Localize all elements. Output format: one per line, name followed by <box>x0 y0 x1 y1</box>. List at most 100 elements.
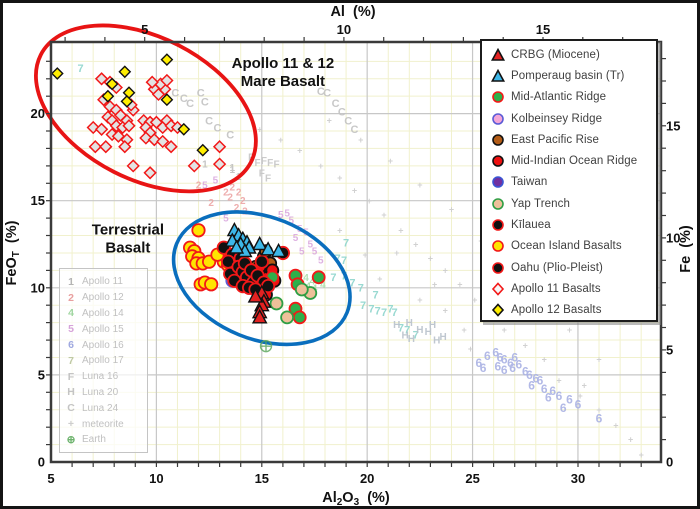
svg-text:+: + <box>523 340 528 350</box>
svg-text:5: 5 <box>141 22 148 37</box>
svg-text:C: C <box>197 88 205 100</box>
legend-label: Pomperaug basin (Tr) <box>511 69 625 82</box>
svg-text:+: + <box>352 185 357 195</box>
series-mid-atlantic-ridge <box>265 268 326 325</box>
svg-text:+: + <box>457 280 462 290</box>
svg-text:7: 7 <box>330 272 336 284</box>
svg-text:1: 1 <box>230 165 236 176</box>
legend-swatch-circle <box>492 155 504 167</box>
svg-text:+: + <box>596 354 601 364</box>
svg-text:+: + <box>358 135 363 145</box>
svg-text:2: 2 <box>234 203 240 214</box>
main-legend: CRBG (Miocene) Pomperaug basin (Tr) Mid-At… <box>480 39 658 322</box>
legend-item: Taiwan <box>482 172 656 193</box>
svg-text:+: + <box>417 295 422 305</box>
svg-text:2: 2 <box>196 181 202 192</box>
legend-swatch-triangle <box>491 47 506 61</box>
svg-text:7: 7 <box>375 305 381 317</box>
svg-text:7: 7 <box>368 304 374 316</box>
svg-text:+: + <box>449 205 454 215</box>
svg-text:2: 2 <box>227 193 233 204</box>
mission-symbol: ⊕ <box>66 433 76 446</box>
mission-symbol: 7 <box>68 354 74 367</box>
legend-swatch-circle <box>492 112 504 125</box>
top-axis-title: Al (%) <box>330 4 375 20</box>
legend-item: East Pacific Rise <box>482 129 656 150</box>
mission-label: Luna 16 <box>82 371 119 383</box>
right-axis-title: Fe (%) <box>678 225 694 273</box>
svg-text:6: 6 <box>541 382 548 396</box>
svg-text:7: 7 <box>349 277 355 289</box>
left-axis-title: FeOT (%) <box>4 220 22 285</box>
svg-text:6: 6 <box>511 351 518 365</box>
svg-text:20: 20 <box>360 471 374 486</box>
svg-text:5: 5 <box>293 233 299 244</box>
svg-text:+: + <box>388 156 393 166</box>
svg-text:7: 7 <box>387 304 393 316</box>
annotation: Apollo 11 & 12 Mare Basalt <box>232 55 335 90</box>
mission-legend-item: 1 Apollo 11 <box>60 274 147 290</box>
earth-symbol <box>259 339 273 353</box>
terrestrial-basalt-ellipse <box>171 210 352 347</box>
mission-legend-item: ⊕ Earth <box>60 432 147 448</box>
svg-text:6: 6 <box>497 351 504 365</box>
mare-basalt-ellipse <box>34 23 258 194</box>
mission-label: Apollo 11 <box>82 276 123 288</box>
svg-text:+: + <box>413 239 418 249</box>
mission-legend-item: 5 Apollo 15 <box>60 321 147 337</box>
legend-label: East Pacific Rise <box>511 133 599 146</box>
svg-text:F: F <box>265 174 271 185</box>
mission-legend-item: + meteorite <box>60 416 147 432</box>
svg-text:7: 7 <box>404 325 410 337</box>
svg-text:2: 2 <box>223 188 229 199</box>
svg-text:5: 5 <box>308 240 314 251</box>
svg-text:C: C <box>226 129 234 141</box>
svg-text:C: C <box>351 124 359 136</box>
svg-text:C: C <box>332 98 340 110</box>
legend-swatch-diamond <box>491 303 505 317</box>
svg-text:+: + <box>318 161 323 171</box>
svg-text:7: 7 <box>341 255 347 267</box>
svg-text:20: 20 <box>31 106 45 121</box>
legend-swatch-circle <box>492 261 504 274</box>
legend-item: Pomperaug basin (Tr) <box>482 65 656 86</box>
svg-text:15: 15 <box>536 22 550 37</box>
svg-text:2: 2 <box>230 182 236 193</box>
svg-text:F: F <box>255 158 261 169</box>
legend-swatch-circle <box>492 91 504 104</box>
svg-text:F: F <box>259 168 265 179</box>
svg-text:+: + <box>468 344 473 354</box>
svg-text:5: 5 <box>666 342 673 357</box>
svg-text:+: + <box>639 450 644 460</box>
svg-text:+: + <box>257 124 262 134</box>
legend-item: Kolbeinsey Ridge <box>482 108 656 129</box>
svg-text:0: 0 <box>38 455 45 470</box>
mission-legend-item: 4 Apollo 14 <box>60 306 147 322</box>
svg-text:7: 7 <box>373 290 379 302</box>
legend-swatch-circle <box>492 219 504 231</box>
legend-label: Kolbeinsey Ridge <box>511 112 603 125</box>
series-apollo-11-basalts <box>86 72 227 180</box>
legend-label: Mid-Atlantic Ridge <box>511 91 607 104</box>
legend-swatch-circle <box>492 134 504 146</box>
legend-item: Mid-Indian Ocean Ridge <box>482 150 656 171</box>
svg-text:+: + <box>461 325 466 335</box>
svg-text:6: 6 <box>560 401 567 415</box>
svg-text:6: 6 <box>526 368 533 382</box>
mission-label: Apollo 14 <box>82 307 124 319</box>
svg-text:+: + <box>432 280 437 290</box>
legend-label: Yap Trench <box>511 197 570 210</box>
mission-label: Apollo 12 <box>82 292 124 304</box>
svg-text:+: + <box>443 306 448 316</box>
svg-text:4: 4 <box>310 276 316 287</box>
mission-symbol: H <box>67 386 75 399</box>
svg-text:6: 6 <box>492 346 499 360</box>
svg-text:15: 15 <box>666 118 680 133</box>
svg-text:6: 6 <box>596 412 603 426</box>
svg-text:C: C <box>186 98 194 110</box>
svg-text:+: + <box>596 405 601 415</box>
mission-symbol: C <box>67 402 75 415</box>
legend-item: Kīlauea <box>482 214 656 235</box>
legend-item: Mid-Atlantic Ridge <box>482 87 656 108</box>
